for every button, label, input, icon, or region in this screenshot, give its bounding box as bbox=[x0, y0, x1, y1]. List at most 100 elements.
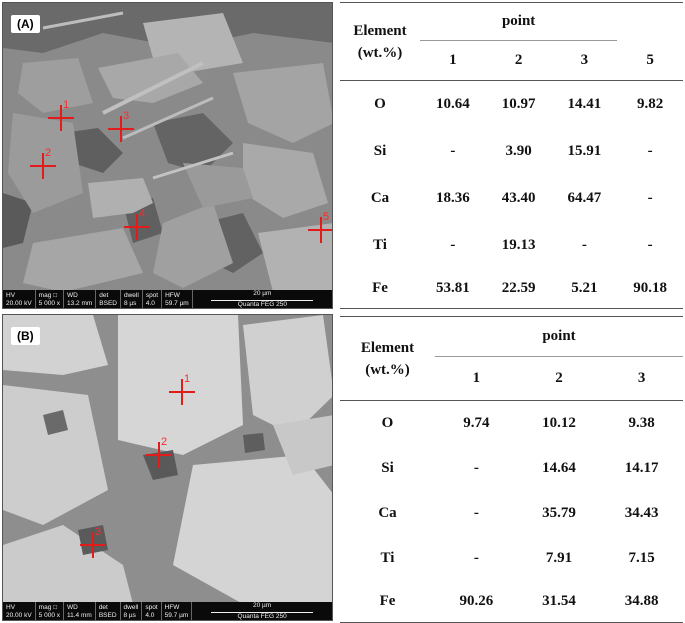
point-number: 3 bbox=[123, 110, 130, 122]
analysis-point-marker: 1 bbox=[48, 99, 74, 131]
hv-label: HV bbox=[6, 603, 16, 611]
det-label: det bbox=[99, 291, 109, 299]
scale-label: 20 µm bbox=[253, 290, 272, 297]
analysis-point-marker: 2 bbox=[146, 436, 172, 468]
column-header: 1 bbox=[472, 370, 481, 386]
analysis-point-marker: 2 bbox=[30, 147, 56, 179]
table-row: O 9.74 10.12 9.38 bbox=[340, 401, 683, 446]
table-row: Fe 90.26 31.54 34.88 bbox=[340, 581, 683, 623]
dwell-label: dwell bbox=[124, 291, 139, 299]
table-row: Si - 14.64 14.17 bbox=[340, 446, 683, 491]
sem-image-b bbox=[3, 315, 332, 620]
point-number: 2 bbox=[161, 436, 168, 448]
value-cell: 7.91 bbox=[545, 549, 573, 566]
figure-panel-a: (A) 1 2 3 4 5 HV 20.00 kV mag □ 5 000 x WD… bbox=[0, 0, 685, 311]
panel-label-b: (B) bbox=[11, 327, 40, 345]
column-header: 1 bbox=[449, 52, 457, 68]
element-cell: Si bbox=[381, 459, 394, 476]
spot-value: 4.0 bbox=[145, 299, 155, 307]
value-cell: 90.18 bbox=[633, 279, 667, 296]
mag-value: 5 000 x bbox=[38, 299, 60, 307]
mag-label: mag □ bbox=[38, 603, 58, 611]
wd-label: WD bbox=[67, 291, 78, 299]
element-header-line1: Element bbox=[360, 339, 415, 356]
value-cell: 19.13 bbox=[501, 236, 536, 253]
element-cell: Fe bbox=[379, 592, 396, 609]
value-cell: 18.36 bbox=[436, 189, 470, 206]
value-cell: - bbox=[647, 142, 653, 159]
column-header: 5 bbox=[646, 51, 654, 68]
value-cell: 14.17 bbox=[624, 459, 659, 476]
scale-bar bbox=[211, 300, 314, 301]
table-row: Ca 18.36 43.40 64.47 - bbox=[340, 175, 683, 222]
element-cell: Ti bbox=[373, 236, 387, 253]
value-cell: 22.59 bbox=[501, 279, 536, 296]
value-cell: 31.54 bbox=[542, 592, 576, 609]
point-number: 2 bbox=[45, 147, 52, 159]
value-cell: 35.79 bbox=[542, 504, 576, 521]
element-header: Element (wt.%) bbox=[340, 3, 420, 81]
element-header-line1: Element bbox=[353, 22, 407, 39]
spot-label: spot bbox=[145, 603, 158, 611]
wd-label: WD bbox=[67, 603, 78, 611]
value-cell: 9.82 bbox=[637, 95, 664, 112]
value-cell: 3.90 bbox=[505, 142, 532, 159]
sem-databar-a: HV 20.00 kV mag □ 5 000 x WD 13.2 mm det BSE… bbox=[3, 290, 332, 308]
hfw-value: 59.7 µm bbox=[164, 611, 189, 619]
sem-databar-b: HV 20.00 kV mag □ 5 000 x WD 11.4 mm det BSE… bbox=[3, 602, 332, 620]
value-cell: - bbox=[647, 236, 653, 253]
element-cell: O bbox=[374, 95, 386, 112]
table-row: Ti - 7.91 7.15 bbox=[340, 536, 683, 581]
column-header: 3 bbox=[580, 52, 589, 68]
value-cell: - bbox=[473, 549, 479, 566]
value-cell: 14.41 bbox=[567, 95, 602, 112]
element-cell: Ca bbox=[378, 504, 397, 521]
table-row: Ca - 35.79 34.43 bbox=[340, 491, 683, 536]
hv-value: 20.00 kV bbox=[6, 299, 32, 307]
panel-label-a: (A) bbox=[11, 15, 40, 33]
table-row: O 10.64 10.97 14.41 9.82 bbox=[340, 81, 683, 128]
det-value: BSED bbox=[98, 611, 117, 619]
value-cell: 5.21 bbox=[571, 279, 598, 296]
element-cell: O bbox=[381, 414, 394, 431]
value-cell: - bbox=[450, 236, 456, 253]
analysis-point-marker: 3 bbox=[80, 526, 106, 558]
analysis-point-marker: 1 bbox=[169, 373, 195, 405]
value-cell: 14.64 bbox=[542, 459, 576, 476]
table-row: Si - 3.90 15.91 - bbox=[340, 128, 683, 175]
spot-value: 4.0 bbox=[145, 611, 155, 619]
value-cell: 34.88 bbox=[624, 592, 659, 609]
element-header-line2: (wt.%) bbox=[365, 361, 410, 378]
value-cell: 34.43 bbox=[624, 504, 659, 521]
value-cell: 53.81 bbox=[436, 279, 470, 296]
value-cell: 64.47 bbox=[567, 189, 602, 206]
composition-table-b: Element (wt.%) point 1 2 3 O 9.74 10.12 … bbox=[340, 316, 683, 623]
sem-micrograph-b: (B) 1 2 3 HV 20.00 kV mag □ 5 000 x WD 11.4… bbox=[2, 314, 333, 621]
value-cell: 9.74 bbox=[463, 414, 490, 431]
value-cell: - bbox=[473, 504, 479, 521]
analysis-point-marker: 4 bbox=[124, 208, 150, 240]
element-cell: Si bbox=[373, 142, 387, 159]
point-number: 4 bbox=[139, 208, 146, 220]
point-group-header: point bbox=[435, 316, 683, 357]
point-group-header: point bbox=[420, 2, 618, 41]
column-header: 2 bbox=[514, 52, 523, 68]
hv-label: HV bbox=[6, 291, 16, 299]
table-row: Fe 53.81 22.59 5.21 90.18 bbox=[340, 269, 683, 309]
analysis-point-marker: 5 bbox=[308, 211, 332, 243]
det-label: det bbox=[98, 603, 108, 611]
instrument-name: Quanta FEG 250 bbox=[237, 613, 287, 620]
sem-image-a bbox=[3, 3, 332, 308]
figure-panel-b: (B) 1 2 3 HV 20.00 kV mag □ 5 000 x WD 11.4… bbox=[0, 312, 685, 623]
det-value: BSED bbox=[99, 299, 117, 307]
wd-value: 13.2 mm bbox=[67, 299, 93, 307]
point-number: 1 bbox=[63, 99, 70, 111]
value-cell: - bbox=[581, 236, 587, 253]
point-number: 5 bbox=[323, 211, 330, 223]
dwell-value: 8 µs bbox=[124, 299, 137, 307]
analysis-point-marker: 3 bbox=[108, 110, 134, 142]
element-cell: Fe bbox=[372, 279, 388, 296]
value-cell: - bbox=[450, 142, 456, 159]
value-cell: - bbox=[647, 189, 653, 206]
value-cell: 7.15 bbox=[628, 549, 655, 566]
